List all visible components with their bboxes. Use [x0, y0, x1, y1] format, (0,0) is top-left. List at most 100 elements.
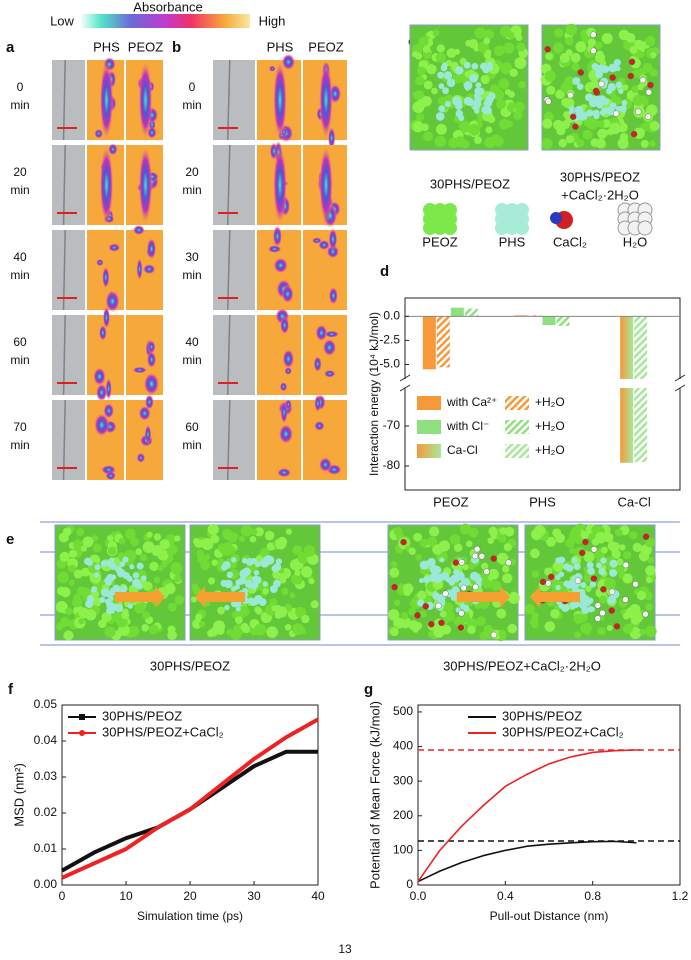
phs-atom [94, 572, 100, 578]
heat-spot [146, 351, 157, 369]
time-unit: min [182, 183, 201, 197]
atom [128, 625, 140, 638]
atom [622, 573, 633, 584]
ion [545, 98, 552, 105]
atom [276, 606, 288, 618]
atom [474, 27, 486, 39]
atom [200, 560, 211, 571]
atom [419, 37, 427, 44]
atom [481, 562, 489, 570]
atom [293, 575, 303, 585]
heat-spot [318, 457, 333, 473]
atom [118, 537, 126, 545]
phs-atom [86, 559, 93, 566]
y-tick-label: 0 [406, 877, 413, 891]
legend-label: PEOZ [422, 234, 457, 249]
box-caption: +CaCl₂·2H₂O [561, 187, 639, 202]
atom [389, 627, 399, 637]
atom [390, 561, 398, 569]
atom [439, 610, 447, 618]
ion [647, 81, 654, 89]
heat-spot [102, 306, 111, 329]
atom [502, 565, 510, 573]
axis-break [397, 379, 688, 388]
ion [471, 552, 479, 560]
phs-atom [581, 606, 589, 614]
atom [553, 119, 564, 130]
atom [443, 610, 455, 622]
phs-atom [598, 95, 607, 104]
atom [524, 603, 535, 615]
atom [582, 129, 593, 140]
atom [435, 123, 447, 135]
atom [217, 606, 225, 615]
legend-marker [79, 730, 85, 736]
atom [289, 559, 301, 571]
heat-spot [284, 366, 293, 376]
atom [570, 52, 581, 63]
atom [493, 89, 505, 101]
x-tick-label: 0.4 [497, 889, 514, 903]
phs-atom [241, 557, 248, 564]
ion [635, 108, 642, 115]
phs-atom [220, 579, 228, 587]
atom [196, 549, 205, 558]
atom [281, 587, 289, 596]
time-value: 30 [185, 250, 199, 264]
atom [78, 618, 85, 625]
heat-spot [132, 366, 148, 374]
legend-label: 30PHS/PEOZ+CaCl₂ [102, 724, 224, 739]
atom [580, 531, 590, 540]
atom [573, 613, 584, 624]
atom [192, 537, 200, 545]
atom [575, 41, 587, 53]
atom [611, 549, 621, 559]
atom [637, 51, 645, 59]
atom [291, 623, 304, 636]
ion [613, 623, 621, 630]
ion [590, 31, 597, 38]
heat-spot [328, 286, 339, 305]
phs-atom [589, 581, 597, 588]
phs-atom [115, 604, 124, 613]
phs-atom [618, 88, 624, 95]
phs-atom [275, 558, 282, 565]
atom [266, 626, 278, 638]
atom [565, 23, 578, 36]
atom [160, 560, 168, 568]
atom [191, 583, 199, 590]
phs-atom [586, 109, 594, 117]
phs-atom [105, 579, 112, 586]
atom [531, 570, 540, 578]
ion [460, 584, 467, 592]
atom [153, 576, 161, 584]
ion [590, 47, 597, 55]
phs-atom [568, 105, 575, 112]
atom [479, 631, 489, 641]
series-line [61, 717, 319, 880]
atom [636, 41, 647, 51]
atom [294, 569, 301, 577]
atom [264, 530, 275, 541]
heat-spot [278, 423, 294, 445]
heat-spot [144, 424, 152, 445]
phs-atom [435, 112, 445, 121]
atom [393, 599, 401, 606]
ion [548, 573, 555, 581]
bar [464, 308, 478, 317]
heat-spot [103, 402, 115, 419]
y-tick-label: -2.5 [379, 333, 400, 347]
atom [250, 628, 258, 636]
atom [104, 626, 116, 638]
heat-spot [284, 399, 292, 410]
atom [531, 612, 540, 620]
atom [622, 612, 630, 620]
atom [498, 78, 510, 90]
phs-atom [251, 598, 260, 606]
atom [59, 551, 70, 562]
atom [452, 72, 464, 84]
atom [639, 628, 647, 636]
atom [642, 62, 653, 73]
atom [468, 123, 480, 136]
column-header: PEOZ [128, 39, 163, 54]
